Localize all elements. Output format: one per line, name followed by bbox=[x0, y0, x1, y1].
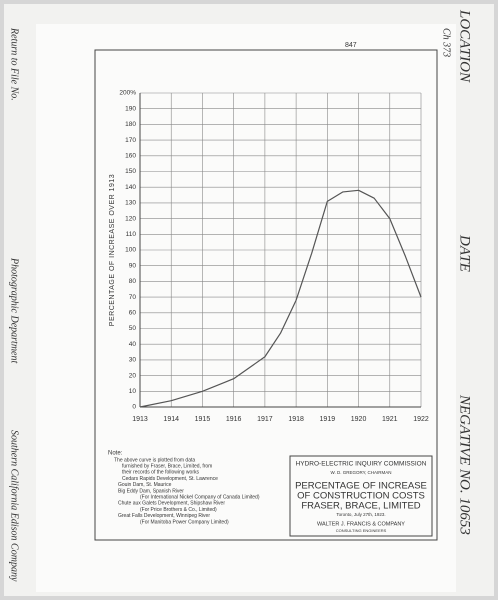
file-label: Return to File No. bbox=[9, 27, 20, 101]
note-line: Big Eddy Dam, Spanish River bbox=[118, 488, 184, 494]
y-tick-label: 200% bbox=[119, 90, 136, 97]
y-tick-label: 120 bbox=[125, 215, 136, 222]
file-mark: Ch 373 bbox=[441, 28, 452, 57]
x-tick-label: 1914 bbox=[163, 416, 179, 423]
y-axis-label: PERCENTAGE OF INCREASE OVER 1913 bbox=[109, 174, 116, 326]
note-line: Gouin Dam, St. Maurice bbox=[118, 482, 172, 488]
commission: HYDRO-ELECTRIC INQUIRY COMMISSION bbox=[296, 461, 427, 468]
y-tick-label: 40 bbox=[129, 341, 137, 348]
x-tick-label: 1915 bbox=[195, 416, 211, 423]
y-tick-label: 70 bbox=[129, 294, 137, 301]
y-tick-label: 170 bbox=[125, 137, 136, 144]
department-label: Photographic Department bbox=[9, 257, 20, 363]
x-tick-label: 1917 bbox=[257, 416, 273, 423]
y-tick-label: 140 bbox=[125, 184, 136, 191]
title-date: Toronto, July 27th, 1923. bbox=[336, 512, 385, 517]
x-tick-label: 1922 bbox=[413, 416, 429, 423]
sheet-number: 847 bbox=[345, 42, 357, 49]
note-line: Cedars Rapids Development, St. Lawrence bbox=[122, 476, 218, 482]
y-tick-label: 80 bbox=[129, 278, 137, 285]
y-tick-label: 190 bbox=[125, 105, 136, 112]
title-line: OF CONSTRUCTION COSTS bbox=[297, 491, 425, 502]
sheet bbox=[36, 24, 456, 592]
y-tick-label: 50 bbox=[129, 325, 137, 332]
x-tick-label: 1913 bbox=[132, 416, 148, 423]
note-line: their records of the following works bbox=[122, 470, 199, 476]
note-line: (For Price Brothers & Co., Limited) bbox=[140, 507, 217, 513]
x-tick-label: 1919 bbox=[320, 416, 336, 423]
y-tick-label: 160 bbox=[125, 153, 136, 160]
company-label: Southern California Edison Company bbox=[9, 430, 20, 582]
y-tick-label: 150 bbox=[125, 168, 136, 175]
y-tick-label: 110 bbox=[126, 231, 137, 238]
title-line: PERCENTAGE OF INCREASE bbox=[295, 481, 427, 492]
firm: WALTER J. FRANCIS & COMPANY bbox=[317, 521, 405, 527]
y-tick-label: 20 bbox=[129, 372, 137, 379]
y-tick-label: 60 bbox=[129, 310, 137, 317]
note-line: The above curve is plotted from data bbox=[114, 457, 195, 463]
x-tick-label: 1916 bbox=[226, 416, 242, 423]
negative-label: NEGATIVE NO. 10653 bbox=[457, 394, 473, 535]
note-heading: Note: bbox=[108, 451, 123, 457]
note-line: (For International Nickel Company of Can… bbox=[140, 495, 260, 501]
note-line: Chute aux Galets Development, Shipshaw R… bbox=[118, 501, 225, 507]
chart-frame bbox=[94, 49, 438, 541]
note-line: furnished by Fraser, Brace, Limited, fro… bbox=[122, 464, 212, 470]
y-tick-label: 100 bbox=[125, 247, 136, 254]
location-label: LOCATION bbox=[457, 9, 473, 83]
note-line: Great Falls Development, Winnipeg River bbox=[118, 513, 210, 519]
x-tick-label: 1920 bbox=[351, 416, 367, 423]
y-tick-label: 30 bbox=[129, 357, 137, 364]
x-tick-label: 1921 bbox=[382, 416, 398, 423]
chairman: W. D. GREGORY, CHAIRMAN bbox=[330, 470, 391, 475]
date-label: DATE bbox=[457, 234, 473, 272]
firm-role: CONSULTING ENGINEERS bbox=[336, 528, 387, 533]
note-line: (For Manitoba Power Company Limited) bbox=[140, 519, 229, 525]
y-tick-label: 10 bbox=[129, 388, 137, 395]
title-box bbox=[289, 455, 433, 537]
y-tick-label: 130 bbox=[125, 200, 136, 207]
title-line: FRASER, BRACE, LIMITED bbox=[301, 501, 420, 512]
y-tick-label: 90 bbox=[129, 262, 137, 269]
data-line bbox=[139, 189, 422, 408]
x-tick-label: 1918 bbox=[288, 416, 304, 423]
y-tick-label: 0 bbox=[132, 404, 136, 411]
y-tick-label: 180 bbox=[125, 121, 136, 128]
